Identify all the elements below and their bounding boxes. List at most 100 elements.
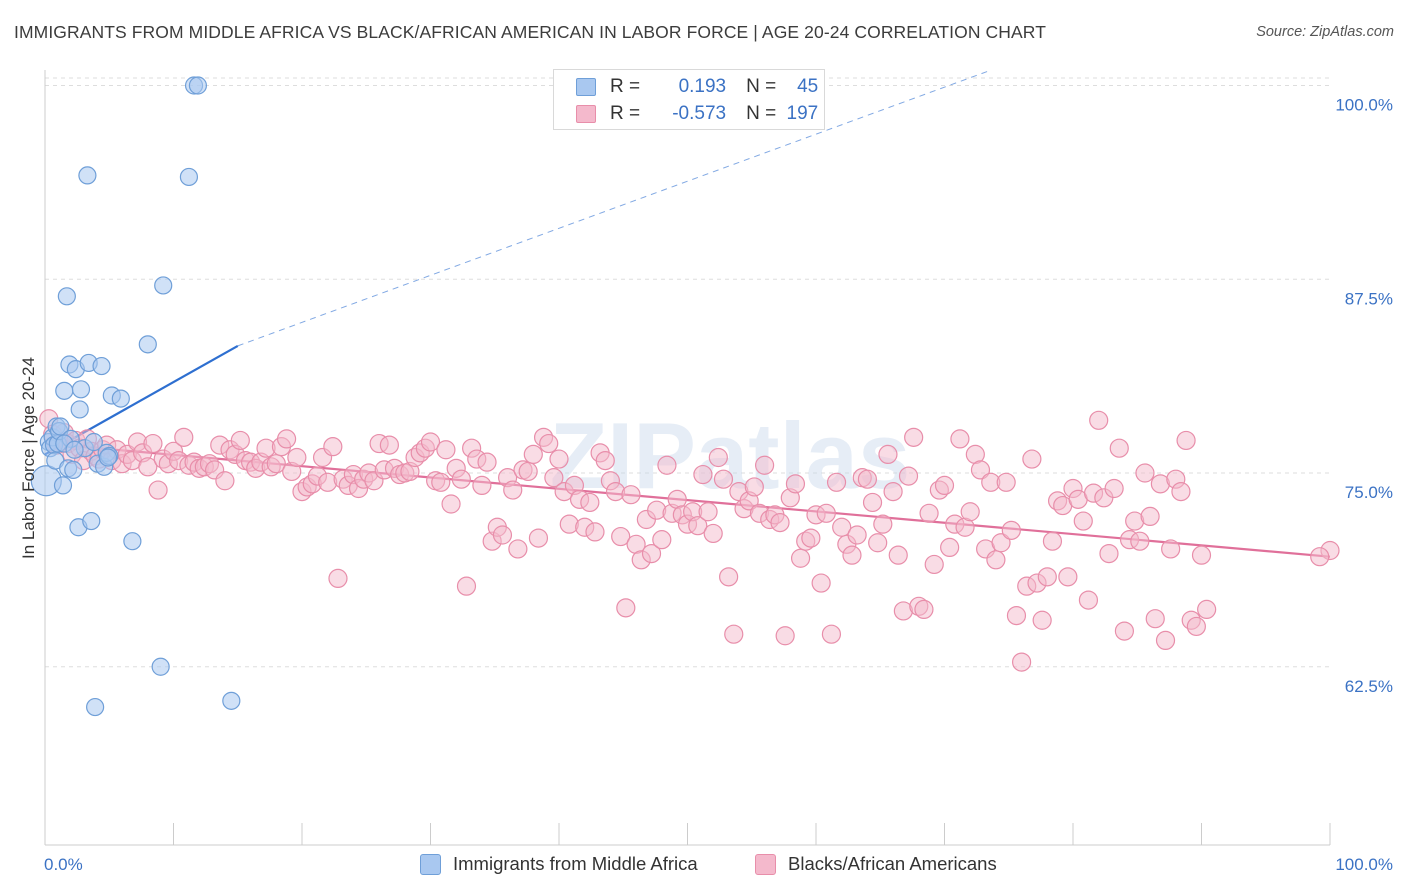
data-point-blacks xyxy=(888,545,908,565)
data-point-blacks xyxy=(801,528,821,548)
data-point-immigrants xyxy=(55,381,74,400)
data-point-blacks xyxy=(1155,630,1176,651)
data-point-blacks xyxy=(1073,511,1093,531)
data-point-immigrants xyxy=(138,335,157,354)
data-point-blacks xyxy=(451,469,471,489)
data-point-immigrants xyxy=(111,389,130,408)
data-point-blacks xyxy=(868,533,888,553)
data-point-immigrants xyxy=(188,76,208,95)
bottom-legend-label: Immigrants from Middle Africa xyxy=(453,853,698,874)
data-point-blacks xyxy=(641,543,662,564)
data-point-immigrants xyxy=(179,167,199,187)
data-point-blacks xyxy=(1140,506,1160,527)
data-point-immigrants xyxy=(98,448,118,467)
data-point-blacks xyxy=(1114,621,1135,641)
y-tick-label: 62.5% xyxy=(1345,677,1393,696)
chart-title: IMMIGRANTS FROM MIDDLE AFRICA VS BLACK/A… xyxy=(14,22,1046,42)
grid-lines xyxy=(45,77,1330,668)
data-point-blacks xyxy=(842,545,862,565)
legend-row-blue: R = 0.193 N = 45 xyxy=(576,75,818,99)
bottom-legend-label: Blacks/African Americans xyxy=(788,853,997,874)
data-point-blacks xyxy=(1145,609,1165,629)
data-point-immigrants xyxy=(151,657,170,676)
data-point-blacks xyxy=(138,457,158,477)
data-point-blacks xyxy=(775,626,795,646)
data-point-blacks xyxy=(539,433,559,454)
data-point-immigrants xyxy=(92,356,111,376)
data-point-blacks xyxy=(924,554,944,575)
legend-n-label: N = xyxy=(746,76,777,97)
data-point-blacks xyxy=(559,514,579,534)
data-point-blacks xyxy=(323,437,343,457)
data-point-blacks xyxy=(816,503,836,523)
data-point-blacks xyxy=(420,432,441,452)
data-point-blacks xyxy=(477,452,497,472)
data-point-blacks xyxy=(857,469,878,489)
data-point-blacks xyxy=(914,599,934,620)
legend-n-value: 197 xyxy=(786,103,819,124)
data-point-blacks xyxy=(1135,463,1155,483)
data-point-blacks xyxy=(456,576,477,596)
data-point-blacks xyxy=(544,468,564,488)
data-point-blacks xyxy=(1197,599,1217,620)
data-point-immigrants xyxy=(51,417,70,436)
data-point-immigrants xyxy=(154,276,173,295)
data-point-blacks xyxy=(436,440,456,460)
data-point-immigrants xyxy=(82,511,101,531)
legend-swatch-blue xyxy=(576,78,596,96)
legend-n-label: N = xyxy=(746,103,777,124)
data-point-blacks xyxy=(1310,547,1330,567)
data-point-blacks xyxy=(215,471,235,491)
data-point-blacks xyxy=(528,528,549,548)
bottom-legend-item-immigrants: Immigrants from Middle Africa xyxy=(420,852,698,876)
data-point-blacks xyxy=(950,429,970,449)
data-point-blacks xyxy=(472,475,492,495)
data-point-blacks xyxy=(611,526,631,547)
data-point-blacks xyxy=(883,482,903,502)
data-point-blacks xyxy=(991,533,1011,553)
data-point-blacks xyxy=(904,427,924,447)
data-point-blacks xyxy=(1089,410,1109,430)
bottom-legend-swatch-pink xyxy=(755,853,776,875)
y-tick-label: 100.0% xyxy=(1335,96,1393,115)
x-tick-label: 0.0% xyxy=(44,855,83,874)
legend-r-value: 0.193 xyxy=(678,76,727,97)
chart-source: Source: ZipAtlas.com xyxy=(1256,24,1394,40)
y-axis-title: In Labor Force | Age 20-24 xyxy=(19,357,38,559)
data-point-blacks xyxy=(826,472,847,492)
data-point-blacks xyxy=(898,466,919,486)
data-point-blacks xyxy=(1058,567,1078,587)
data-point-immigrants xyxy=(84,432,103,452)
data-point-blacks xyxy=(919,503,939,523)
legend-r-label: R = xyxy=(610,103,641,124)
y-tick-label: 75.0% xyxy=(1345,483,1393,502)
data-point-blacks xyxy=(698,502,718,522)
data-point-immigrants xyxy=(57,287,76,306)
legend-r-value: -0.573 xyxy=(672,103,727,124)
legend-r-label: R = xyxy=(610,76,641,97)
data-point-blacks xyxy=(719,567,739,587)
data-point-blacks xyxy=(580,492,600,513)
data-point-blacks xyxy=(595,451,615,471)
data-point-blacks xyxy=(174,427,194,447)
data-point-blacks xyxy=(785,474,806,494)
data-point-blacks xyxy=(1099,543,1119,564)
data-point-blacks xyxy=(276,429,297,449)
data-point-immigrants xyxy=(222,691,241,710)
data-point-blacks xyxy=(970,460,991,480)
data-point-blacks xyxy=(585,522,605,542)
data-point-blacks xyxy=(873,514,893,534)
data-point-blacks xyxy=(1037,567,1057,587)
data-point-blacks xyxy=(1130,531,1150,551)
data-point-blacks xyxy=(492,525,513,545)
data-point-blacks xyxy=(647,500,667,520)
legend-swatch-pink xyxy=(576,105,596,123)
data-point-blacks xyxy=(318,472,338,492)
data-point-blacks xyxy=(652,530,672,550)
data-point-blacks xyxy=(431,472,451,492)
series-blacks-african-americans xyxy=(39,409,1340,672)
data-point-blacks xyxy=(1078,590,1099,610)
data-point-blacks xyxy=(1186,616,1206,637)
data-point-blacks xyxy=(657,455,677,475)
